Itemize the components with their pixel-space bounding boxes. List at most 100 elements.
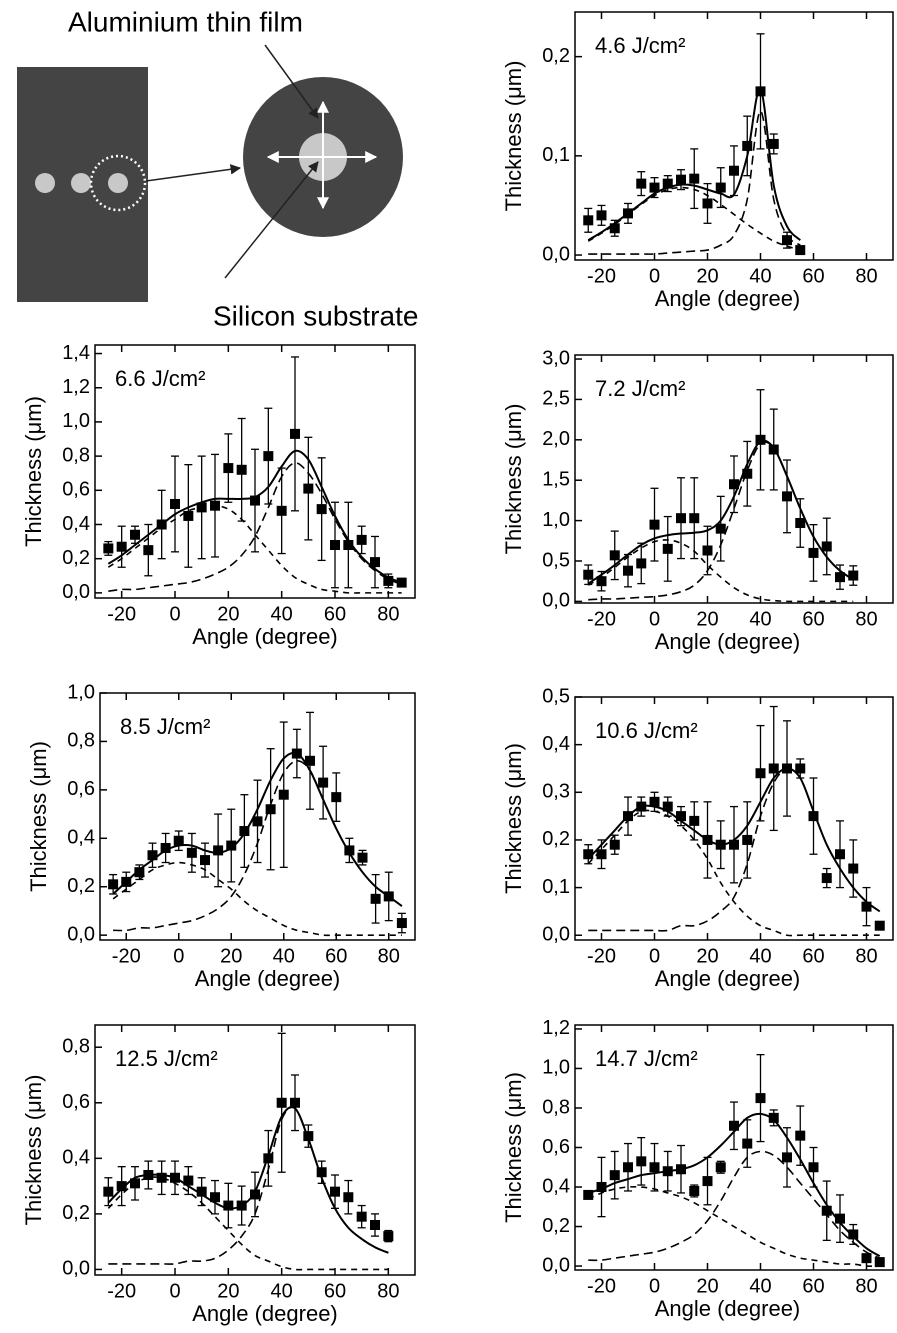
- plot-frame: [574, 696, 894, 941]
- data-point: [795, 1130, 806, 1141]
- data-point: [676, 811, 686, 822]
- data-point: [729, 1120, 739, 1131]
- y-axis-label: Thickness (μm): [501, 404, 526, 555]
- data-point: [689, 513, 700, 524]
- data-point: [848, 570, 859, 581]
- data-point: [263, 451, 274, 462]
- data-point: [213, 845, 224, 856]
- component-line: [588, 110, 801, 255]
- component-line: [113, 760, 403, 932]
- data-point: [303, 483, 314, 494]
- y-tick-label: 0,0: [67, 923, 95, 945]
- y-tick-label: 1,2: [62, 376, 90, 398]
- data-point: [782, 235, 792, 246]
- data-point: [330, 540, 340, 551]
- data-point: [116, 541, 127, 552]
- y-axis-label: Thickness (μm): [501, 743, 526, 894]
- y-tick-label: 0,2: [542, 45, 570, 67]
- plot-frame: [99, 692, 416, 941]
- data-point: [316, 504, 327, 515]
- x-axis-label: Angle (degree): [655, 966, 801, 991]
- x-axis-label: Angle (degree): [655, 629, 801, 654]
- x-tick-label: 40: [273, 945, 295, 967]
- x-tick-label: 80: [378, 945, 400, 967]
- diagram-label: Silicon substrate: [213, 300, 418, 331]
- component-line: [588, 441, 854, 601]
- y-tick-label: 1,5: [542, 468, 570, 490]
- data-point: [609, 1170, 620, 1181]
- y-tick-label: 0,4: [542, 733, 570, 755]
- x-tick-label: 80: [855, 945, 877, 967]
- x-tick-label: 0: [173, 945, 184, 967]
- spot: [35, 173, 55, 193]
- data-point: [821, 1205, 832, 1216]
- x-tick-label: 40: [271, 603, 293, 625]
- chart: -20 0 20 40 60 80 0,0 0,1 0,2 0,3 0,4 0,5 Angle (deg…: [501, 685, 894, 991]
- data-point: [210, 1192, 220, 1203]
- y-axis-label: Thickness (μm): [21, 396, 46, 547]
- data-point: [689, 815, 700, 826]
- x-tick-label: 0: [169, 1280, 180, 1302]
- data-point: [200, 855, 210, 866]
- x-axis-label: Angle (degree): [192, 624, 338, 649]
- data-point: [874, 1257, 885, 1268]
- data-point: [861, 1253, 872, 1264]
- data-point: [343, 540, 354, 551]
- data-point: [649, 182, 660, 193]
- y-tick-label: 0,8: [67, 730, 95, 752]
- x-tick-label: -20: [112, 945, 141, 967]
- data-point: [278, 789, 289, 800]
- plot-frame: [94, 1024, 416, 1276]
- x-tick-label: 0: [169, 603, 180, 625]
- x-tick-label: 20: [696, 945, 718, 967]
- data-point: [808, 1162, 819, 1173]
- data-point: [649, 1162, 660, 1173]
- data-point: [290, 428, 300, 439]
- y-axis-label: Thickness (μm): [501, 61, 526, 212]
- data-point: [649, 519, 660, 530]
- data-point: [108, 879, 119, 890]
- data-point: [662, 543, 673, 554]
- y-tick-label: 0,8: [62, 1036, 90, 1058]
- y-tick-label: 0,2: [67, 875, 95, 897]
- component-line: [107, 504, 402, 594]
- y-tick-label: 0,2: [542, 1215, 570, 1237]
- data-point: [596, 576, 607, 587]
- y-tick-label: 0,6: [67, 778, 95, 800]
- x-tick-label: -20: [587, 1275, 616, 1297]
- data-point: [356, 534, 367, 545]
- y-tick-label: 0,4: [67, 827, 95, 849]
- data-point: [226, 840, 237, 851]
- data-point: [768, 763, 779, 774]
- data-point: [143, 545, 154, 556]
- annotation: 8.5 J/cm²: [120, 714, 210, 739]
- x-tick-label: 60: [325, 945, 347, 967]
- x-tick-label: 60: [324, 1280, 346, 1302]
- component-line: [587, 186, 801, 251]
- label-arrow: [264, 44, 319, 119]
- y-tick-label: 0,0: [62, 581, 90, 603]
- y-tick-label: 0,5: [542, 549, 570, 571]
- data-point: [103, 543, 114, 554]
- data-point: [183, 1175, 194, 1186]
- data-point: [689, 1185, 700, 1196]
- y-tick-label: 0,0: [542, 590, 570, 612]
- y-tick-label: 0,6: [62, 1091, 90, 1113]
- data-point: [676, 513, 686, 524]
- data-point: [795, 763, 806, 774]
- data-point: [183, 510, 194, 521]
- data-point: [156, 1172, 167, 1183]
- fit-line: [587, 1112, 881, 1258]
- data-point: [662, 178, 673, 189]
- y-axis-label: Thickness (μm): [501, 1072, 526, 1223]
- fit-line: [107, 449, 403, 584]
- data-point: [103, 1186, 114, 1197]
- x-tick-label: 20: [220, 945, 242, 967]
- data-point: [331, 792, 342, 803]
- y-tick-label: 0,8: [542, 1096, 570, 1118]
- data-point: [116, 1181, 127, 1192]
- plot-frame: [574, 354, 894, 604]
- data-point: [768, 1112, 779, 1123]
- x-tick-label: 20: [696, 608, 718, 630]
- data-point: [316, 1167, 327, 1178]
